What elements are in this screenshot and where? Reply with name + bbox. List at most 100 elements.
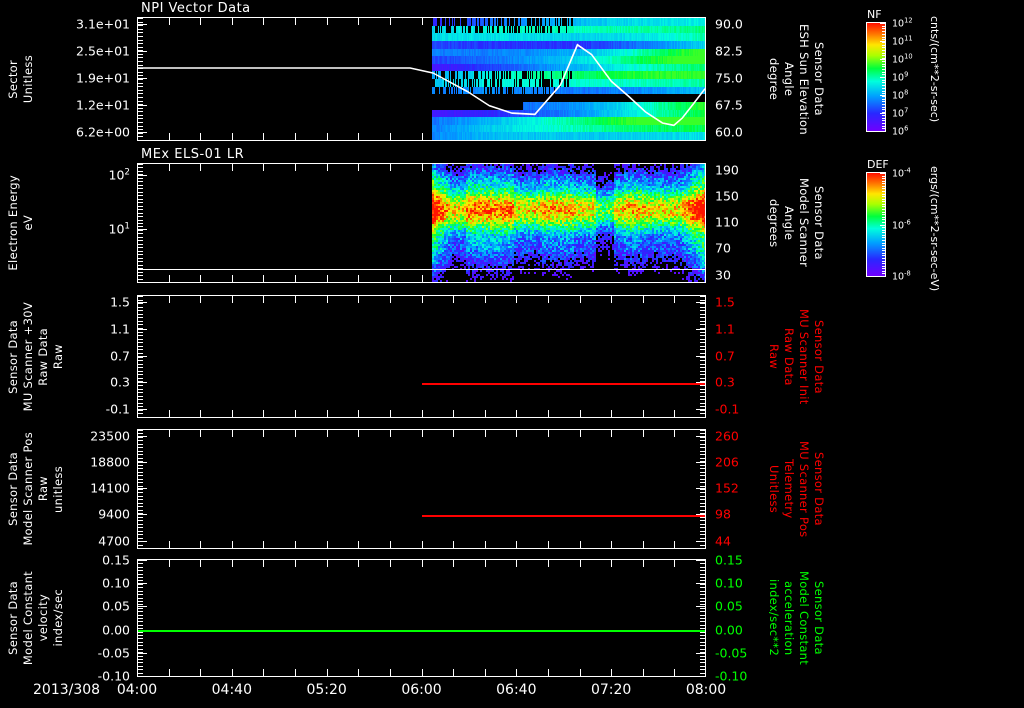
minor-tick (138, 517, 143, 518)
colorbar-minor-tick (882, 258, 885, 259)
minor-tick (700, 615, 705, 616)
x-tick (516, 296, 517, 303)
x-tick (263, 296, 264, 303)
minor-tick (138, 621, 143, 622)
colorbar-def-tick-label: 10-8 (892, 269, 911, 283)
minor-tick (138, 258, 143, 259)
x-tick (674, 669, 675, 676)
minor-tick (138, 244, 143, 245)
x-tick (263, 164, 264, 171)
minor-tick (700, 604, 705, 605)
minor-tick (138, 598, 143, 599)
data-trace[interactable] (422, 383, 705, 385)
minor-tick (700, 659, 705, 660)
minor-tick (138, 140, 143, 141)
minor-tick (138, 524, 143, 525)
minor-tick (700, 342, 705, 343)
minor-tick (700, 385, 705, 386)
minor-tick (138, 496, 143, 497)
y-major-tick-right (696, 560, 705, 561)
y-tick-label: 3.1e+01 (76, 16, 130, 32)
minor-tick (138, 594, 143, 595)
colorbar-minor-tick (882, 263, 885, 264)
x-tick (390, 560, 391, 567)
colorbar-minor-tick (882, 123, 885, 124)
minor-tick (700, 570, 705, 571)
axis-label-line: Sensor Data (6, 319, 20, 394)
axis-label-line: Sensor Data (812, 186, 826, 260)
colorbar-minor-tick (882, 261, 885, 262)
y-major-tick (138, 653, 147, 654)
axis-label-line: Sensor Data (6, 581, 20, 655)
minor-tick (700, 510, 705, 511)
colorbar-minor-tick (882, 232, 885, 233)
y-major-tick-right (696, 488, 705, 489)
minor-tick (138, 282, 143, 283)
colorbar-nf-gradient (867, 23, 885, 131)
minor-tick (700, 314, 705, 315)
data-trace[interactable] (422, 515, 705, 517)
axis-label-line: Telemetry (782, 459, 796, 519)
x-tick (643, 296, 644, 303)
x-tick (422, 541, 423, 548)
minor-tick (138, 444, 143, 445)
minor-tick (700, 492, 705, 493)
colorbar-minor-tick (882, 212, 885, 213)
x-tick (611, 541, 612, 548)
minor-tick (138, 374, 143, 375)
colorbar-minor-tick (882, 245, 885, 246)
minor-tick (138, 206, 143, 207)
y-major-tick (138, 606, 147, 607)
data-trace[interactable] (138, 630, 705, 632)
y-tick-label-right: 30 (715, 267, 731, 283)
minor-tick (700, 580, 705, 581)
minor-tick (138, 385, 143, 386)
y-major-tick (138, 356, 147, 357)
minor-tick (138, 230, 143, 231)
minor-tick (138, 461, 143, 462)
colorbar-minor-tick (882, 88, 885, 89)
colorbar-minor-tick (882, 115, 885, 116)
minor-tick (138, 339, 143, 340)
y-tick-label: 1.1 (110, 321, 130, 337)
minor-tick (700, 378, 705, 379)
x-tick (295, 164, 296, 171)
y-tick-label: 0.3 (110, 374, 130, 390)
x-tick (611, 669, 612, 676)
colorbar-minor-tick (882, 271, 885, 272)
minor-tick (138, 465, 143, 466)
y-major-tick (138, 175, 147, 176)
x-tick (263, 669, 264, 676)
panel-velocity-frame (137, 559, 706, 677)
colorbar-minor-tick (882, 128, 885, 129)
minor-tick (700, 324, 705, 325)
panel-velocity-left-axis-label: Sensor Data Model Constant velocity index/s… (6, 559, 66, 677)
colorbar-minor-tick (882, 66, 885, 67)
x-tick (580, 541, 581, 548)
minor-tick (138, 499, 143, 500)
x-tick (390, 669, 391, 676)
colorbar-def-unit: ergs/(cm**2-sr-sec-eV) (928, 166, 941, 292)
minor-tick (138, 492, 143, 493)
y-major-tick (138, 560, 147, 561)
panel-scannerpos-left-axis-label: Sensor Data Model Scanner Pos Raw unitless (6, 429, 66, 549)
y-major-tick (138, 382, 147, 383)
minor-tick (700, 303, 705, 304)
minor-tick (138, 167, 143, 168)
minor-tick (138, 261, 143, 262)
minor-tick (700, 296, 705, 297)
y-major-tick (138, 329, 147, 330)
minor-tick (138, 275, 143, 276)
minor-tick (700, 479, 705, 480)
x-tick (422, 410, 423, 417)
y-tick-label: 1.5 (110, 294, 130, 310)
x-tick (548, 430, 549, 437)
colorbar-minor-tick (882, 173, 885, 174)
panel-npi-right-axis-label: Sensor Data ESH Sun Elevation Angle degree (766, 17, 826, 141)
axis-label-line: Raw (767, 343, 781, 370)
minor-tick (138, 662, 143, 663)
y-tick-label-right: 1.5 (715, 294, 735, 310)
els-baseline (138, 269, 705, 270)
colorbar-minor-tick (882, 235, 885, 236)
x-tick (169, 410, 170, 417)
